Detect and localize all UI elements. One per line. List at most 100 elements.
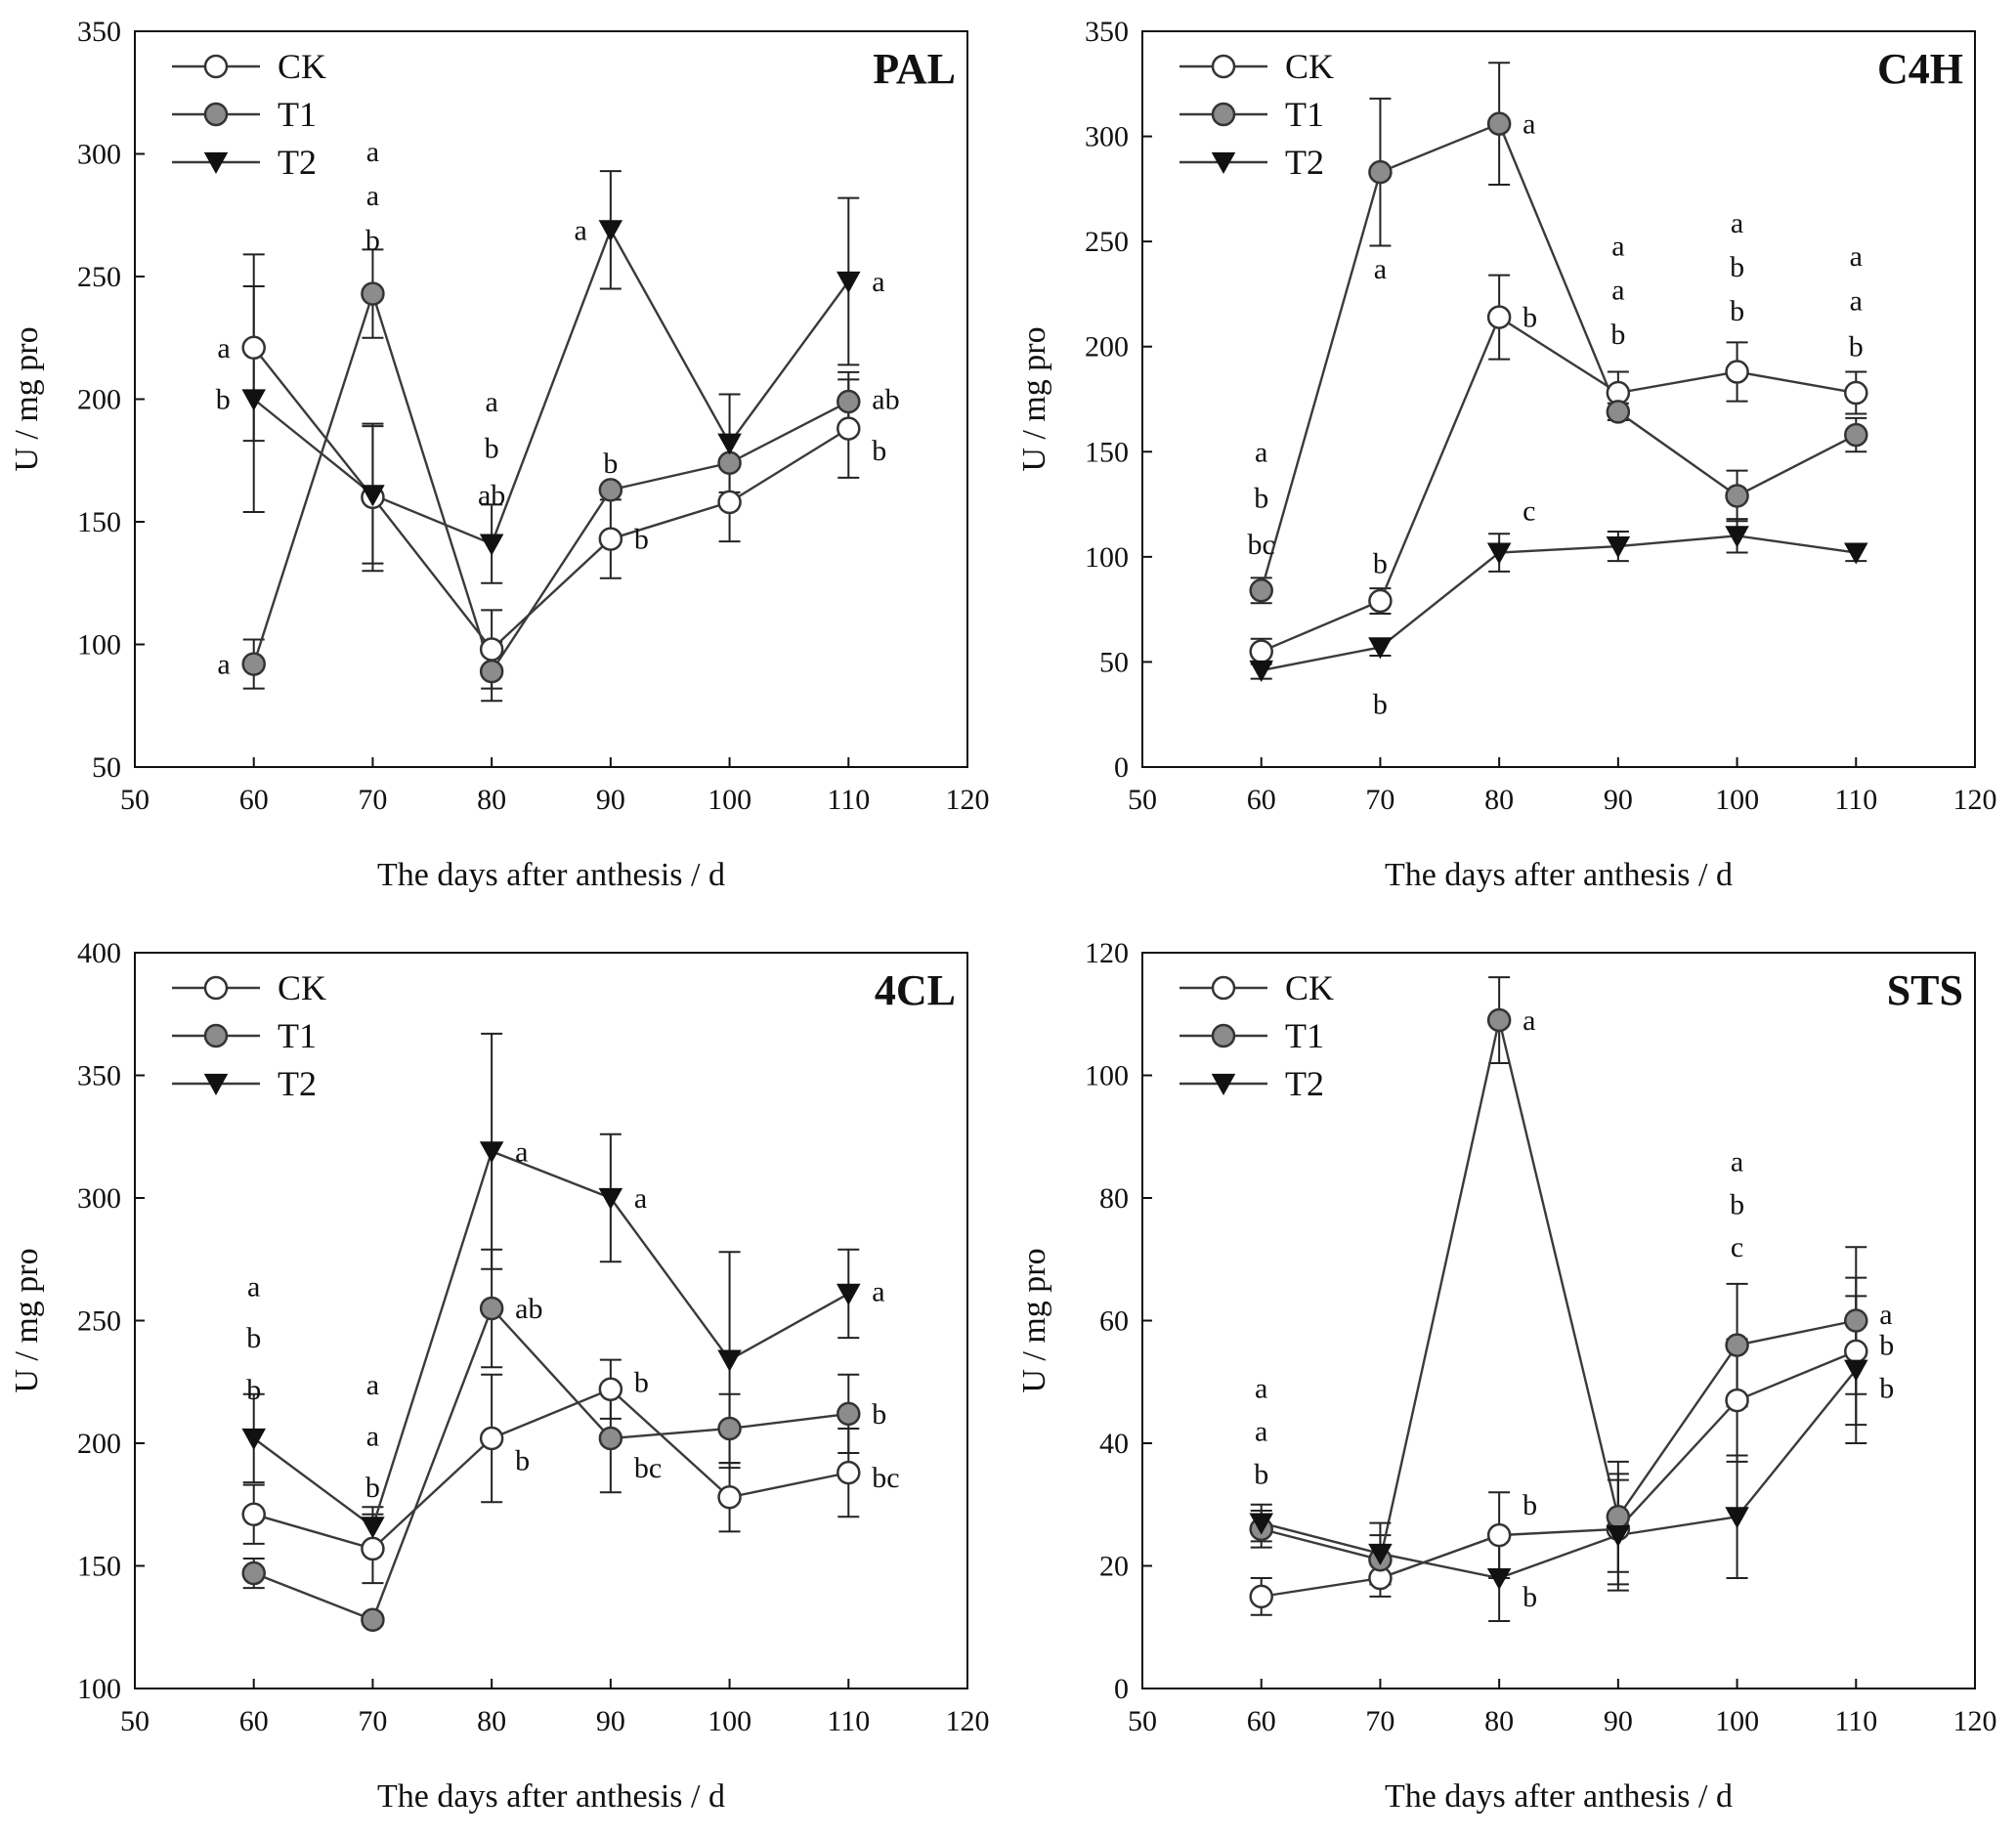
x-tick-label: 80 [1484,1705,1514,1737]
significance-letter: b [246,1374,261,1406]
significance-letter: b [1523,1489,1537,1521]
x-tick-label: 50 [1128,1705,1157,1737]
significance-letter: b [515,1445,530,1477]
significance-letter: b [1730,1188,1744,1220]
data-point-t2 [241,1428,266,1450]
data-point-t2 [361,485,385,507]
y-tick-label: 150 [1085,436,1129,468]
series-line-t2 [1261,1368,1858,1580]
data-point-t1 [1844,422,1868,448]
significance-letter: b [634,1366,649,1398]
data-point-ck [598,1377,623,1402]
y-tick-label: 120 [1085,937,1129,969]
significance-letter: bc [1248,529,1275,561]
x-tick-label: 80 [477,784,506,816]
significance-letter: a [1255,1373,1267,1405]
series-t2 [1250,518,1867,680]
y-tick-label: 100 [1085,541,1129,574]
data-point-t2 [1844,542,1868,565]
series-line-ck [253,1388,849,1551]
series-line-t1 [1260,122,1857,591]
data-point-t1 [1606,1505,1631,1529]
data-point-t1 [1486,111,1512,136]
significance-letter: b [1523,1581,1537,1613]
legend-label-ck: CK [278,47,326,86]
legend-marker-ck [1211,54,1236,79]
significance-letter: b [1879,1330,1894,1362]
data-point-ck [1844,380,1868,406]
data-point-t1 [479,659,504,684]
series-line-t1 [1261,1019,1857,1561]
series-line-t2 [252,227,850,546]
data-point-t1 [361,1607,385,1632]
x-tick-label: 110 [827,784,870,816]
series-ck [1250,274,1867,665]
significance-letter: b [246,1322,261,1354]
legend: CK T1 T2 [172,968,326,1103]
x-tick-label: 100 [708,784,751,816]
legend-marker-t1 [1211,1023,1236,1048]
x-tick-label: 120 [1953,1705,1997,1737]
significance-letter: a [1255,436,1267,468]
significance-letter: b [603,448,618,480]
data-point-t2 [717,433,742,455]
y-tick-label: 350 [77,1060,121,1092]
y-tick-label: 250 [77,1305,121,1338]
legend-label-t1: T1 [1285,1016,1324,1055]
significance-letter: a [872,266,884,298]
data-point-t2 [1844,1359,1868,1382]
y-tick-label: 100 [77,1673,121,1705]
significance-letter: a [247,1270,260,1303]
significance-letter: b [1730,295,1744,327]
significance-letter: a [1255,1415,1267,1447]
data-point-t1 [1725,1333,1749,1357]
data-point-ck [1249,1584,1273,1609]
y-tick-label: 20 [1099,1551,1129,1583]
y-tick-label: 300 [1085,121,1129,153]
data-point-t2 [1249,1513,1273,1535]
legend: CK T1 T2 [172,47,326,182]
data-point-t2 [1249,660,1273,683]
series-ck [242,1358,860,1585]
panel-4cl: 50 60 70 80 90 100 110 120 100 150 200 250 300 350 400… [9,937,990,1815]
data-point-ck [361,1536,385,1561]
data-point-t2 [479,534,504,556]
y-tick-label: 50 [92,751,121,784]
series-t1 [242,1248,860,1626]
x-tick-label: 110 [1834,784,1877,816]
series-t2 [1250,1295,1867,1622]
data-point-t1 [1606,400,1631,424]
data-point-t1 [717,450,742,476]
x-tick-label: 70 [1365,784,1394,816]
y-axis-label: U / mg pro [1016,326,1052,471]
series-t2 [242,170,860,584]
data-point-ck [1844,1339,1868,1364]
legend: CK T1 T2 [1180,47,1334,182]
data-point-t2 [836,1283,861,1305]
plot-frame [1141,30,1976,768]
data-point-t1 [361,281,385,306]
y-tick-label: 80 [1099,1182,1129,1215]
x-axis-label: The days after anthesis / d [377,1778,725,1815]
data-point-t2 [598,1187,623,1210]
x-tick-label: 60 [1247,784,1276,816]
data-point-t2 [479,1141,504,1164]
data-point-ck [598,527,623,551]
significance-letter: a [217,649,230,681]
data-point-t2 [836,271,861,294]
x-tick-label: 60 [239,784,269,816]
legend-marker-ck [1211,975,1236,1001]
data-point-t2 [1606,536,1631,559]
legend-label-t2: T2 [1285,143,1324,182]
significance-letter: b [365,1472,380,1504]
series-t1 [242,248,860,703]
series-line-ck [1261,315,1857,653]
significance-letter: b [365,224,380,256]
x-tick-label: 50 [120,1705,150,1737]
data-point-t2 [1368,1543,1393,1565]
x-axis-label: The days after anthesis / d [377,857,725,893]
significance-letter: a [1374,253,1387,285]
data-point-t1 [241,1560,266,1586]
x-tick-label: 50 [1128,784,1157,816]
